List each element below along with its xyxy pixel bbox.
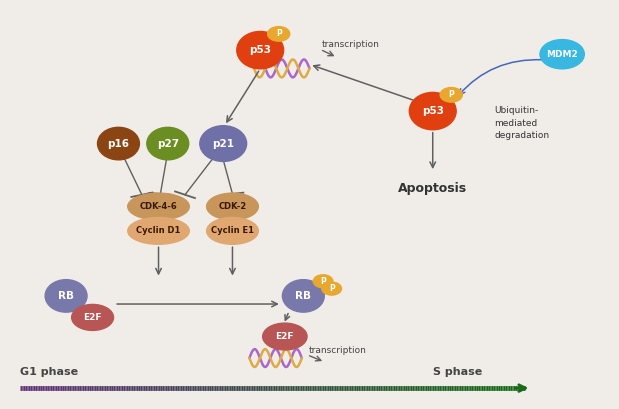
Text: MDM2: MDM2	[547, 50, 578, 59]
Ellipse shape	[98, 127, 139, 160]
Ellipse shape	[282, 280, 324, 312]
Ellipse shape	[72, 304, 113, 330]
Ellipse shape	[207, 193, 258, 220]
Text: Cyclin E1: Cyclin E1	[211, 227, 254, 236]
Text: p53: p53	[422, 106, 444, 116]
Circle shape	[440, 88, 462, 102]
Ellipse shape	[409, 92, 456, 130]
Ellipse shape	[45, 280, 87, 312]
Ellipse shape	[262, 323, 307, 350]
Ellipse shape	[147, 127, 189, 160]
Text: Apoptosis: Apoptosis	[398, 182, 467, 195]
Ellipse shape	[200, 126, 246, 162]
Text: Cyclin D1: Cyclin D1	[136, 227, 181, 236]
Circle shape	[313, 275, 333, 288]
Ellipse shape	[237, 31, 284, 69]
Text: Ubiquitin-
mediated
degradation: Ubiquitin- mediated degradation	[495, 106, 550, 140]
Text: transcription: transcription	[322, 40, 379, 49]
Text: G1 phase: G1 phase	[20, 367, 78, 377]
Text: P: P	[448, 90, 454, 99]
Text: p53: p53	[249, 45, 271, 55]
Text: p21: p21	[212, 139, 234, 148]
Text: transcription: transcription	[308, 346, 366, 355]
Circle shape	[540, 40, 584, 69]
Ellipse shape	[128, 218, 189, 244]
Circle shape	[322, 282, 342, 295]
Circle shape	[267, 27, 290, 41]
Ellipse shape	[128, 193, 189, 220]
Text: E2F: E2F	[275, 332, 294, 341]
Text: P: P	[320, 277, 326, 286]
Text: RB: RB	[295, 291, 311, 301]
Text: E2F: E2F	[84, 313, 102, 322]
Text: P: P	[329, 284, 334, 293]
Text: RB: RB	[58, 291, 74, 301]
Text: P: P	[276, 29, 282, 38]
Ellipse shape	[207, 218, 258, 244]
Text: p27: p27	[157, 139, 179, 148]
Text: CDK-2: CDK-2	[219, 202, 246, 211]
Text: S phase: S phase	[433, 367, 482, 377]
Text: CDK-4-6: CDK-4-6	[140, 202, 178, 211]
Text: p16: p16	[108, 139, 129, 148]
